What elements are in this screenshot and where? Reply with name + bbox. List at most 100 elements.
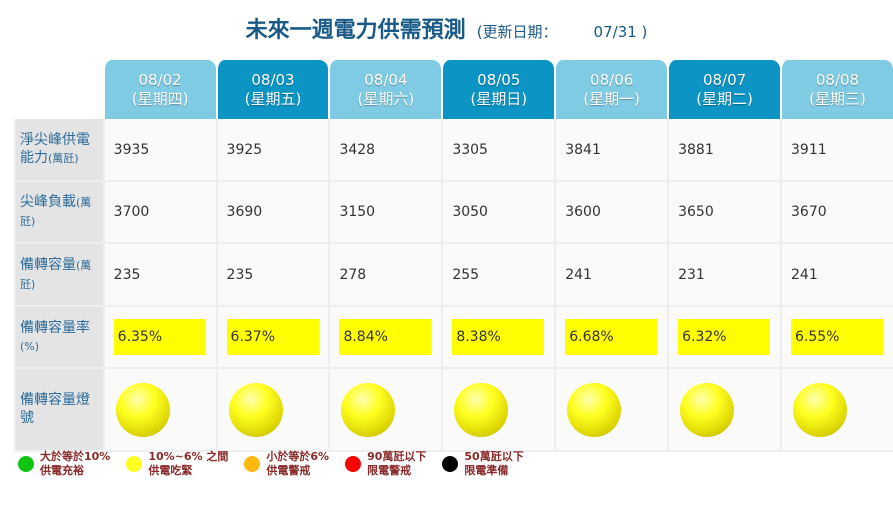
legend-dot-icon <box>18 456 34 472</box>
reserve-rate-value: 8.38% <box>452 319 545 355</box>
row-label: 尖峰負載(萬瓩) <box>14 182 103 244</box>
legend: 大於等於10% 供電充裕 10%~6% 之間 供電吃緊 小於等於6% 供電警戒 90萬瓩以下… <box>18 450 540 478</box>
cell-value: 3670 <box>780 182 893 244</box>
legend-line1: 10%~6% 之間 <box>148 450 229 463</box>
row-label-text: 備轉容量率 <box>20 319 90 336</box>
day-header: 08/03 (星期五) <box>215 60 329 119</box>
cell <box>102 369 216 452</box>
cell <box>667 369 780 452</box>
cell <box>780 369 893 452</box>
cell-value: 241 <box>780 244 893 307</box>
cell-value: 255 <box>441 244 555 307</box>
day-date: 08/04 <box>364 70 408 89</box>
day-date: 08/03 <box>251 70 295 89</box>
cell <box>554 369 668 452</box>
cell-value: 278 <box>328 244 442 307</box>
day-date: 08/02 <box>138 70 182 89</box>
cell-value: 3911 <box>780 119 893 182</box>
day-weekday: (星期三) <box>809 89 866 108</box>
day-weekday: (星期日) <box>470 89 528 108</box>
reserve-rate-value: 6.37% <box>226 319 319 355</box>
yellow-light-icon <box>567 382 622 437</box>
reserve-rate-value: 6.68% <box>565 319 658 355</box>
legend-line1: 小於等於6% <box>266 450 330 463</box>
legend-item: 小於等於6% 供電警戒 <box>244 450 329 478</box>
day-date: 08/08 <box>815 70 860 89</box>
legend-line2: 供電吃緊 <box>148 464 193 477</box>
cell-value: 235 <box>215 244 329 307</box>
row-label-text: 淨尖峰供電能力 <box>20 132 90 166</box>
row-label-text: 尖峰負載 <box>20 194 76 210</box>
row-reserve-rate: 備轉容量率 (%) 6.35% 6.37% 8.84% 8.38% 6.68% 6.32% 6.… <box>14 307 893 369</box>
cell: 6.68% <box>554 307 668 369</box>
cell: 6.35% <box>102 307 216 369</box>
cell-value: 3650 <box>667 182 780 244</box>
day-date: 08/06 <box>590 70 634 89</box>
row-label-text: 備轉容量燈號 <box>20 392 90 426</box>
update-date-value: 07/31 ) <box>593 23 648 41</box>
cell-value: 3600 <box>554 182 668 244</box>
day-weekday: (星期五) <box>244 89 302 108</box>
row-label: 備轉容量(萬瓩) <box>14 244 103 307</box>
row-peak-load: 尖峰負載(萬瓩) 3700 3690 3150 3050 3600 3650 3670 <box>14 182 893 244</box>
legend-line1: 50萬瓩以下 <box>464 450 524 463</box>
cell: 6.55% <box>780 307 893 369</box>
legend-line1: 90萬瓩以下 <box>367 450 427 463</box>
page-title: 未來一週電力供需預測 (更新日期： 07/31 ) <box>0 12 893 44</box>
legend-dot-icon <box>442 456 459 472</box>
legend-line2: 供電充裕 <box>40 464 84 477</box>
cell <box>328 369 442 452</box>
cell-value: 235 <box>102 244 216 307</box>
legend-dot-icon <box>345 456 362 472</box>
cell-value: 3935 <box>102 119 216 182</box>
legend-item: 10%~6% 之間 供電吃緊 <box>126 450 228 478</box>
day-weekday: (星期二) <box>696 89 753 108</box>
cell: 6.37% <box>215 307 329 369</box>
cell-value: 241 <box>554 244 668 307</box>
cell <box>215 369 329 452</box>
update-label: (更新日期： <box>476 23 558 41</box>
row-label-text: 備轉容量 <box>20 256 76 273</box>
update-date: (更新日期： 07/31 ) <box>477 23 648 41</box>
title-main: 未來一週電力供需預測 <box>245 18 466 43</box>
cell-value: 3690 <box>215 182 329 244</box>
reserve-rate-value: 8.84% <box>339 319 432 355</box>
yellow-light-icon <box>228 382 283 437</box>
legend-item: 50萬瓩以下 限電準備 <box>442 450 524 478</box>
row-label: 備轉容量燈號 <box>14 369 103 452</box>
reserve-rate-value: 6.55% <box>791 319 883 355</box>
row-label-unit: (萬瓩) <box>20 258 92 291</box>
cell-value: 3428 <box>328 119 442 182</box>
day-header: 08/07 (星期二) <box>667 60 780 119</box>
cell: 8.84% <box>328 307 442 369</box>
day-header: 08/04 (星期六) <box>328 60 442 119</box>
row-label-unit: (萬瓩) <box>48 152 79 165</box>
yellow-light-icon <box>341 382 396 437</box>
row-reserve: 備轉容量(萬瓩) 235 235 278 255 241 231 241 <box>14 244 893 307</box>
cell-value: 3150 <box>328 182 442 244</box>
row-label: 淨尖峰供電能力(萬瓩) <box>14 119 103 182</box>
yellow-light-icon <box>454 382 509 437</box>
day-header: 08/05 (星期日) <box>441 60 555 119</box>
legend-item: 大於等於10% 供電充裕 <box>18 450 110 478</box>
legend-line1: 大於等於10% <box>40 450 111 463</box>
day-header: 08/08 (星期三) <box>780 60 893 119</box>
cell-value: 3925 <box>215 119 329 182</box>
forecast-table: 08/02 (星期四) 08/03 (星期五) 08/04 (星期六) 08/05 (星期日)… <box>14 60 893 452</box>
cell <box>441 369 555 452</box>
row-label-unit: (%) <box>20 339 40 353</box>
day-header: 08/02 (星期四) <box>102 60 216 119</box>
day-date: 08/07 <box>702 70 747 89</box>
row-light: 備轉容量燈號 <box>14 369 893 452</box>
legend-line2: 限電準備 <box>464 464 509 477</box>
legend-dot-icon <box>244 456 261 472</box>
cell-value: 3881 <box>667 119 780 182</box>
day-weekday: (星期一) <box>583 89 641 108</box>
cell: 8.38% <box>441 307 555 369</box>
row-label: 備轉容量率 (%) <box>14 307 103 369</box>
day-weekday: (星期六) <box>357 89 415 108</box>
yellow-light-icon <box>793 382 847 437</box>
legend-item: 90萬瓩以下 限電警戒 <box>345 450 426 478</box>
corner-cell <box>14 60 103 119</box>
row-capacity: 淨尖峰供電能力(萬瓩) 3935 3925 3428 3305 3841 3881 3911 <box>14 119 893 182</box>
